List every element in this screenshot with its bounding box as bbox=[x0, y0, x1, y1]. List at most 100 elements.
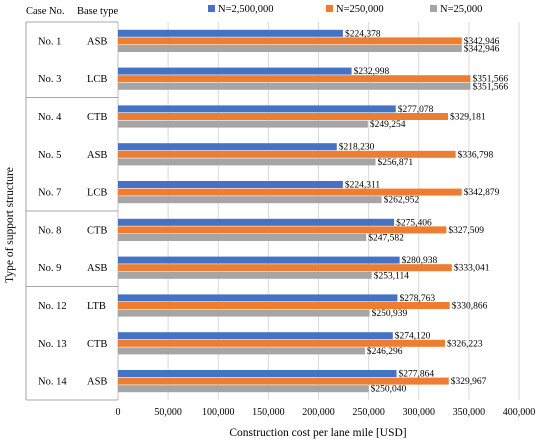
legend-swatch bbox=[326, 5, 333, 12]
case-label: No. 5 bbox=[38, 150, 61, 161]
base-type-label: ASB bbox=[87, 263, 107, 274]
case-label: No. 12 bbox=[38, 301, 67, 312]
base-type-label: ASB bbox=[87, 36, 107, 47]
data-label: $256,871 bbox=[378, 157, 414, 168]
data-labels: $224,378 $342,946$342,946 $232,998 $351,566… bbox=[339, 28, 509, 394]
bar-N2500000 bbox=[118, 181, 343, 188]
x-tick-label: 150,000 bbox=[252, 407, 285, 418]
bar-N2500000 bbox=[118, 218, 395, 226]
data-label: $326,223 bbox=[447, 338, 483, 349]
x-tick-label: 200,000 bbox=[302, 407, 335, 418]
legend-label: N=25,000 bbox=[440, 4, 482, 15]
x-tick-label: 350,000 bbox=[453, 407, 486, 418]
data-label: $342,879 bbox=[464, 187, 500, 198]
bar-N2500000 bbox=[118, 294, 398, 302]
bar-N2500000 bbox=[118, 105, 396, 113]
case-label: No. 9 bbox=[38, 263, 61, 274]
y-axis-title: Type of support structure bbox=[4, 167, 16, 283]
base-type-label: LTB bbox=[87, 301, 106, 312]
data-label: $253,114 bbox=[374, 270, 410, 281]
base-type-label: LCB bbox=[87, 188, 107, 199]
case-label: No. 7 bbox=[38, 188, 61, 199]
bar-N25000 bbox=[118, 120, 368, 128]
data-label: $232,998 bbox=[354, 66, 390, 77]
x-tick-label: 50,000 bbox=[154, 407, 182, 418]
case-label: No. 14 bbox=[38, 377, 67, 388]
data-label: $330,866 bbox=[452, 301, 488, 312]
data-label: $329,181 bbox=[450, 112, 486, 123]
data-label: $351,566 bbox=[472, 81, 508, 92]
bar-N25000 bbox=[118, 82, 471, 90]
bar-N250000 bbox=[118, 75, 471, 83]
bar-N25000 bbox=[118, 196, 382, 204]
data-label: $351,566 bbox=[472, 74, 508, 85]
data-label: $277,864 bbox=[399, 369, 435, 380]
data-label: $246,296 bbox=[367, 346, 403, 357]
bars bbox=[118, 29, 471, 393]
case-label: No. 8 bbox=[38, 225, 61, 236]
data-label: $342,946 bbox=[464, 36, 500, 47]
data-label: $262,952 bbox=[384, 195, 420, 206]
bar-N250000 bbox=[118, 226, 447, 234]
data-label: $249,254 bbox=[370, 119, 406, 130]
bar-N25000 bbox=[118, 309, 370, 317]
x-tick-label: 0 bbox=[116, 407, 121, 418]
legend: N=2,500,000 N=250,000 N=25,000 bbox=[208, 4, 482, 15]
x-tick-label: 400,000 bbox=[503, 407, 536, 418]
bar-N25000 bbox=[118, 234, 367, 241]
x-tick-label: 300,000 bbox=[403, 407, 436, 418]
bar-N2500000 bbox=[118, 143, 337, 151]
bar-N250000 bbox=[118, 264, 452, 272]
data-label: $275,406 bbox=[396, 217, 432, 228]
data-label: $224,311 bbox=[345, 180, 381, 191]
x-axis-title: Construction cost per lane mile [USD] bbox=[229, 427, 406, 439]
data-label: $277,078 bbox=[398, 104, 434, 115]
data-label: $333,041 bbox=[454, 263, 490, 274]
base-header: Base type bbox=[77, 6, 118, 17]
data-label: $274,120 bbox=[395, 331, 431, 342]
bar-N2500000 bbox=[118, 29, 343, 37]
case-label: No. 3 bbox=[38, 74, 61, 85]
base-type-label: ASB bbox=[87, 150, 107, 161]
bar-N25000 bbox=[118, 385, 369, 393]
data-label: $280,938 bbox=[402, 255, 438, 266]
bar-N250000 bbox=[118, 188, 462, 196]
data-label: $250,040 bbox=[371, 384, 407, 395]
x-axis: 0 50,000 100,000 150,000 200,000 250,000 300,0… bbox=[116, 407, 536, 418]
data-label: $327,509 bbox=[448, 225, 484, 236]
bar-N250000 bbox=[118, 377, 449, 385]
bar-N2500000 bbox=[118, 256, 400, 264]
base-type-label: ASB bbox=[87, 377, 107, 388]
bar-N25000 bbox=[118, 271, 372, 279]
base-type-label: CTB bbox=[87, 225, 107, 236]
bar-N2500000 bbox=[118, 370, 397, 377]
bar-N250000 bbox=[118, 339, 446, 347]
data-label: $250,939 bbox=[372, 308, 408, 319]
data-label: $224,378 bbox=[345, 28, 381, 39]
case-label: No. 1 bbox=[38, 36, 61, 47]
x-tick-label: 100,000 bbox=[202, 407, 235, 418]
x-tick-label: 250,000 bbox=[352, 407, 385, 418]
legend-swatch bbox=[430, 5, 437, 12]
bar-N25000 bbox=[118, 347, 365, 355]
bar-N250000 bbox=[118, 150, 456, 158]
data-label: $336,798 bbox=[458, 149, 494, 160]
bar-N250000 bbox=[118, 302, 450, 309]
data-label: $247,582 bbox=[368, 233, 404, 244]
bar-N25000 bbox=[118, 45, 462, 52]
case-label: No. 4 bbox=[38, 112, 62, 123]
bar-N250000 bbox=[118, 37, 462, 45]
case-header: Case No. bbox=[26, 6, 65, 17]
data-label: $329,967 bbox=[451, 376, 487, 387]
bar-N25000 bbox=[118, 158, 376, 166]
data-label: $218,230 bbox=[339, 142, 375, 153]
data-label: $278,763 bbox=[399, 293, 435, 304]
legend-label: N=2,500,000 bbox=[218, 4, 274, 15]
legend-swatch bbox=[208, 5, 215, 12]
base-type-label: CTB bbox=[87, 339, 107, 350]
bar-N2500000 bbox=[118, 67, 352, 75]
y-axis-categories: No. 1 ASB No. 3 LCB No. 4 CTB No. 5 ASB No. 7 LCB… bbox=[38, 36, 107, 387]
bar-N250000 bbox=[118, 113, 449, 120]
base-type-label: LCB bbox=[87, 74, 107, 85]
